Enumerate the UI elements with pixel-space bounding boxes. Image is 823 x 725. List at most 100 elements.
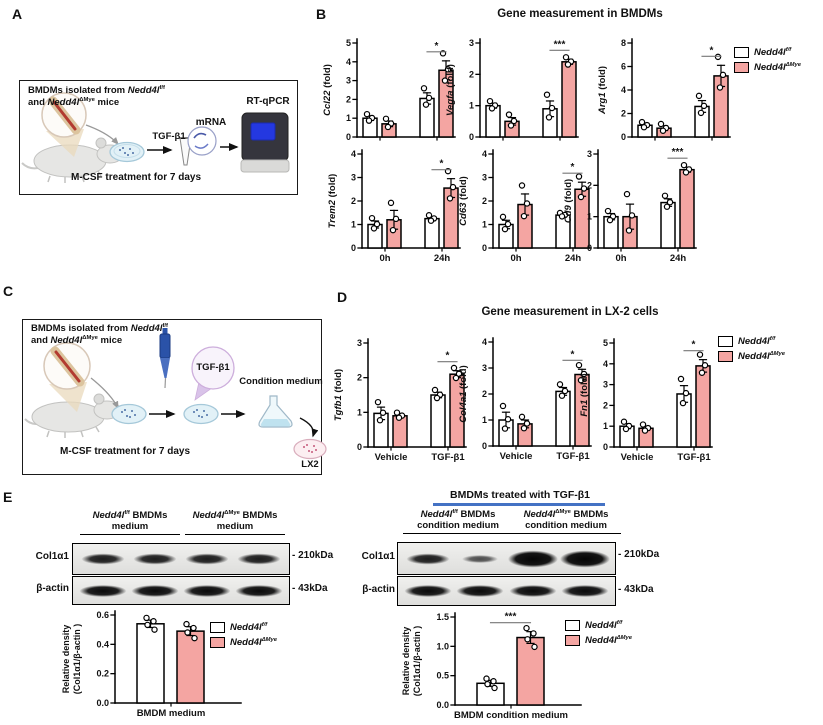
svg-text:*: * bbox=[571, 162, 575, 173]
header-underline bbox=[433, 503, 605, 506]
mcsf-label: M-CSF treatment for 7 days bbox=[70, 172, 202, 183]
legend-row-ko: Nedd4lΔMye bbox=[565, 635, 632, 646]
tgfb1-label: TGF-β1 bbox=[196, 362, 230, 373]
petri-dish-icon bbox=[183, 403, 219, 425]
svg-text:5: 5 bbox=[346, 38, 351, 48]
protein-band bbox=[235, 584, 283, 597]
mrna-icon bbox=[187, 126, 217, 156]
panel-b-title: Gene measurement in BMDMs bbox=[497, 8, 663, 20]
svg-text:3: 3 bbox=[482, 173, 487, 183]
mouse-icon bbox=[24, 393, 121, 438]
legend-swatch-wt bbox=[210, 622, 225, 633]
svg-text:Relative density: Relative density bbox=[61, 625, 71, 694]
blot-group-line2: condition medium bbox=[417, 520, 499, 531]
svg-text:Cd63 (fold): Cd63 (fold) bbox=[458, 176, 469, 226]
svg-text:***: *** bbox=[672, 147, 684, 158]
svg-text:(Col1α1/β-actin ): (Col1α1/β-actin ) bbox=[72, 624, 82, 695]
blot-bactin-left bbox=[72, 576, 290, 605]
svg-text:4: 4 bbox=[482, 337, 487, 347]
kda-210-label: - 210kDa bbox=[292, 550, 334, 561]
svg-text:***: *** bbox=[505, 612, 517, 623]
blot-group-wt-medium: Nedd4lf/f BMDMs medium bbox=[80, 510, 180, 535]
svg-text:4: 4 bbox=[621, 85, 626, 95]
protein-band bbox=[185, 553, 229, 565]
svg-text:3: 3 bbox=[587, 149, 592, 159]
chart-ccl22: 0 1 2 3 4 5 Ccl22 (fold) * bbox=[321, 31, 456, 166]
legend-swatch-ko bbox=[210, 637, 225, 648]
chart-vegfa: 0 1 2 3 Vegfa (fold) *** bbox=[444, 31, 579, 166]
svg-text:0h: 0h bbox=[379, 253, 390, 264]
svg-text:1: 1 bbox=[351, 220, 356, 230]
legend-label-ko: Nedd4lΔMye bbox=[230, 636, 278, 648]
protein-band bbox=[406, 553, 450, 564]
chart-density-medium: 0.0 0.2 0.4 0.6 Relative density (Col1α1/β-ac… bbox=[61, 603, 263, 725]
legend-row-wt: Nedd4lf/f bbox=[734, 47, 801, 58]
svg-text:0.2: 0.2 bbox=[96, 669, 109, 679]
legend-panel-d: Nedd4lf/f Nedd4lΔMye bbox=[718, 336, 785, 366]
blot-bactin-right bbox=[397, 576, 616, 606]
svg-text:0: 0 bbox=[346, 132, 351, 142]
tgfb1-treatment-header: BMDMs treated with TGF-β1 bbox=[450, 489, 590, 501]
blot-group-ko-medium: Nedd4lΔMye BMDMs medium bbox=[185, 510, 285, 535]
chart-arg1: 0 2 4 6 8 Arg1 (fold) * bbox=[596, 31, 731, 166]
legend-swatch-ko bbox=[718, 351, 733, 362]
legend-panel-b: Nedd4lf/f Nedd4lΔMye bbox=[734, 47, 801, 77]
blot-group-line1: Nedd4lΔMye BMDMs bbox=[192, 509, 278, 521]
legend-label-ko: Nedd4lΔMye bbox=[754, 61, 802, 73]
blot-group-line2: medium bbox=[111, 521, 149, 532]
blot-group-line1: Nedd4lΔMye BMDMs bbox=[523, 508, 609, 520]
blot-group-ko-condition: Nedd4lΔMye BMDMs condition medium bbox=[511, 509, 621, 534]
legend-label-ko: Nedd4lΔMye bbox=[738, 350, 786, 362]
panel-a-diagram: BMDMs isolated from Nedd4lf/f and Nedd4l… bbox=[19, 80, 298, 195]
flask-icon bbox=[258, 395, 293, 428]
svg-text:Fn1 (fold): Fn1 (fold) bbox=[579, 373, 590, 416]
panel-e-label: E bbox=[3, 489, 13, 505]
panel-c-artwork bbox=[24, 328, 327, 460]
chart-cd63: 0 1 2 3 4 Cd63 (fold) 0h 24h * bbox=[457, 142, 592, 277]
svg-text:Vehicle: Vehicle bbox=[621, 452, 654, 463]
chart-col4a1: 0 1 2 3 4 Col4a1 (fold) Vehicle TGF-β1 * bbox=[457, 330, 592, 475]
legend-panel-e-left: Nedd4lf/f Nedd4lΔMye bbox=[210, 622, 277, 652]
svg-text:BMDM condition medium: BMDM condition medium bbox=[454, 710, 568, 721]
panel-a-artwork bbox=[21, 92, 290, 183]
svg-text:0: 0 bbox=[351, 243, 356, 253]
panel-a-caption: BMDMs isolated from Nedd4lf/f and Nedd4l… bbox=[28, 84, 165, 108]
svg-text:2: 2 bbox=[469, 69, 474, 79]
panel-c-caption: BMDMs isolated from Nedd4lf/f and Nedd4l… bbox=[31, 322, 168, 346]
svg-text:0: 0 bbox=[482, 243, 487, 253]
svg-text:*: * bbox=[571, 349, 575, 360]
panel-d-label: D bbox=[337, 289, 348, 305]
chart-tgfb1: 0 1 2 3 Tgfb1 (fold) Vehicle TGF-β1 * bbox=[332, 331, 467, 476]
bone-marrow-magnifier-icon bbox=[41, 92, 87, 157]
blot-group-line2: condition medium bbox=[525, 520, 607, 531]
svg-text:5: 5 bbox=[603, 338, 608, 348]
svg-text:TGF-β1: TGF-β1 bbox=[556, 451, 590, 462]
bone-marrow-magnifier-icon bbox=[43, 342, 91, 412]
svg-text:1: 1 bbox=[587, 212, 592, 222]
blot-row-label-bactin: β-actin bbox=[36, 583, 69, 594]
blot-col1a1-right bbox=[397, 542, 616, 575]
svg-text:0h: 0h bbox=[510, 253, 521, 264]
svg-text:2: 2 bbox=[482, 196, 487, 206]
svg-text:1: 1 bbox=[603, 421, 608, 431]
svg-text:2: 2 bbox=[346, 94, 351, 104]
svg-text:*: * bbox=[440, 159, 444, 170]
svg-text:8: 8 bbox=[621, 38, 626, 48]
legend-panel-e-right: Nedd4lf/f Nedd4lΔMye bbox=[565, 620, 632, 650]
legend-row-wt: Nedd4lf/f bbox=[718, 336, 785, 347]
pcr-machine-icon bbox=[240, 112, 290, 173]
svg-text:3: 3 bbox=[351, 173, 356, 183]
svg-text:6: 6 bbox=[621, 62, 626, 72]
svg-text:1.5: 1.5 bbox=[436, 612, 449, 622]
curved-arrow-icon bbox=[90, 377, 119, 410]
svg-text:4: 4 bbox=[346, 57, 351, 67]
legend-label-wt: Nedd4lf/f bbox=[230, 621, 268, 633]
svg-text:0: 0 bbox=[469, 132, 474, 142]
blot-group-line1: Nedd4lf/f BMDMs bbox=[420, 508, 496, 520]
panel-b-label: B bbox=[316, 6, 327, 22]
legend-label-wt: Nedd4lf/f bbox=[738, 335, 776, 347]
blot-row-label-col1a1: Col1α1 bbox=[361, 551, 395, 562]
svg-text:2: 2 bbox=[482, 389, 487, 399]
blot-row-label-bactin: β-actin bbox=[362, 584, 395, 595]
svg-text:1: 1 bbox=[357, 407, 362, 417]
